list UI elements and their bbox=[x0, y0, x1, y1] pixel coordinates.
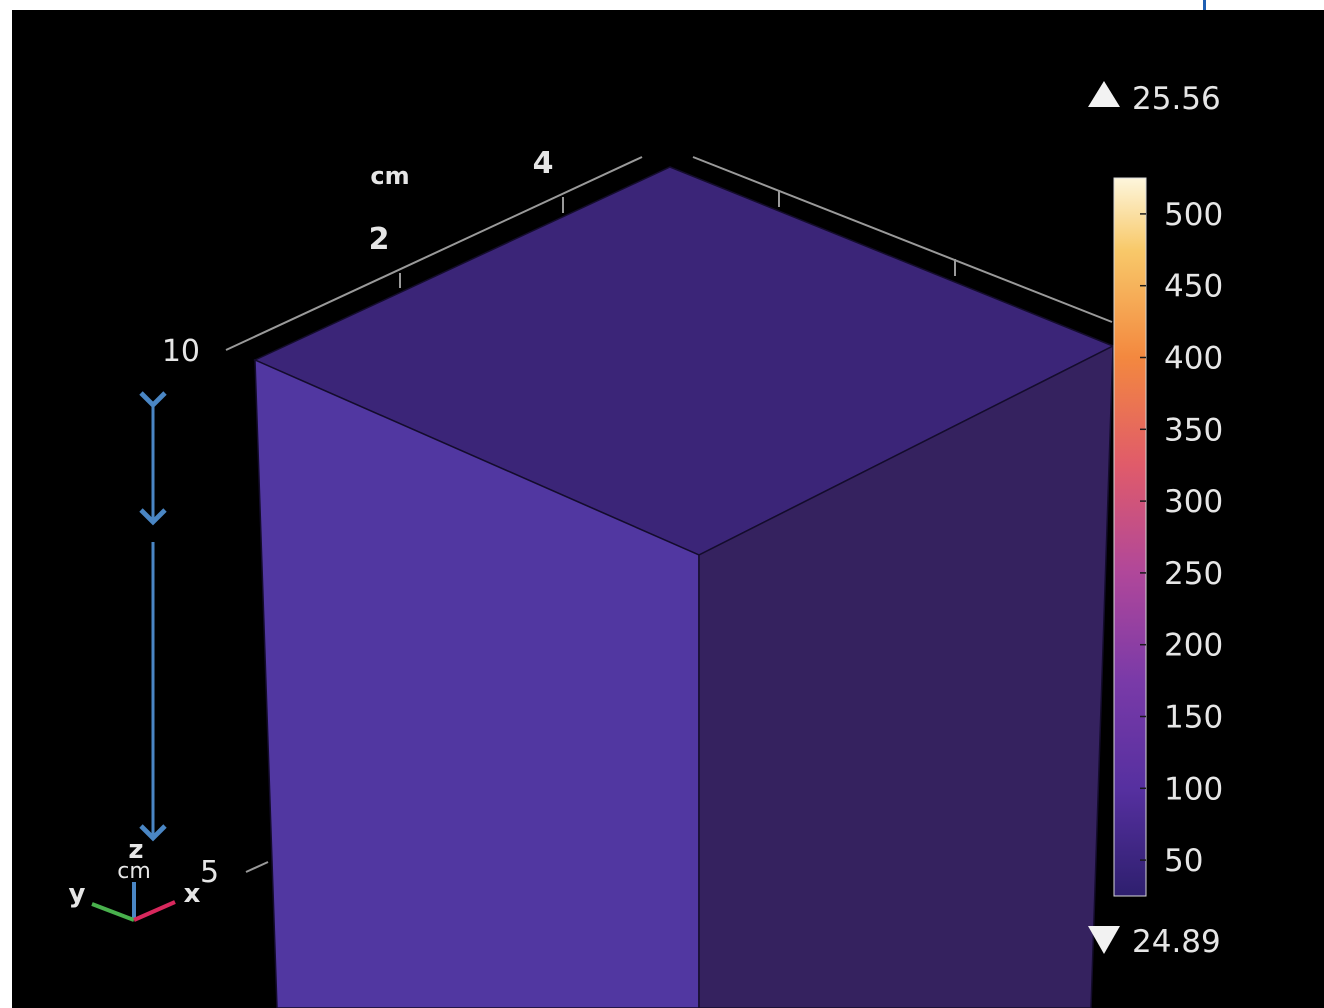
triad-x-axis bbox=[133, 900, 176, 922]
triad-z-label: z bbox=[128, 835, 143, 865]
colorbar-tick-label: 350 bbox=[1164, 412, 1223, 448]
left-axis-tick bbox=[245, 861, 269, 873]
colorbar-tick-label: 100 bbox=[1164, 771, 1223, 807]
plot-window[interactable]: cm 2 4 10 5 z y x cm 25.56 500 450 400 350 3… bbox=[12, 10, 1324, 1008]
colorbar-tick-label: 250 bbox=[1164, 556, 1223, 592]
color-legend: 25.56 500 450 400 350 300 250 200 150 100 50 24.8… bbox=[1088, 81, 1223, 960]
colorbar bbox=[1113, 177, 1147, 897]
legend-max-label: 25.56 bbox=[1132, 81, 1221, 117]
block-side-face bbox=[698, 344, 1114, 1008]
colorbar-tick-label: 50 bbox=[1164, 843, 1203, 879]
colorbar-tick-label: 200 bbox=[1164, 628, 1223, 664]
right-axis-line bbox=[692, 156, 1113, 323]
top-unit-label: cm bbox=[370, 162, 409, 190]
edge-marker bbox=[1203, 0, 1206, 10]
triangle-down-icon bbox=[1088, 926, 1120, 954]
top-axis-tick-label: 4 bbox=[533, 146, 554, 181]
left-axis-tick-label: 5 bbox=[200, 855, 219, 890]
left-axis-tick-label: 10 bbox=[162, 334, 200, 369]
colorbar-tick-label: 400 bbox=[1164, 341, 1223, 377]
top-axis-tick-label: 2 bbox=[369, 222, 390, 257]
colorbar-tick-label: 500 bbox=[1164, 197, 1223, 233]
3d-scene[interactable]: cm 2 4 10 5 z y x cm 25.56 500 450 400 350 3… bbox=[12, 10, 1324, 1008]
triangle-up-icon bbox=[1088, 81, 1120, 107]
axis-triad: z y x cm bbox=[69, 835, 201, 922]
colorbar-tick-label: 150 bbox=[1164, 700, 1223, 736]
top-axis-line bbox=[225, 156, 643, 351]
triad-unit-label: cm bbox=[117, 859, 151, 884]
triad-y-axis bbox=[91, 902, 135, 922]
legend-min-label: 24.89 bbox=[1132, 924, 1221, 960]
block-front-face bbox=[254, 358, 700, 1008]
colorbar-tick-label: 300 bbox=[1164, 484, 1223, 520]
triad-x-label: x bbox=[184, 879, 201, 909]
colorbar-ticks: 500 450 400 350 300 250 200 150 100 50 bbox=[1140, 197, 1223, 879]
colorbar-tick-label: 450 bbox=[1164, 269, 1223, 305]
triad-y-label: y bbox=[69, 879, 86, 909]
